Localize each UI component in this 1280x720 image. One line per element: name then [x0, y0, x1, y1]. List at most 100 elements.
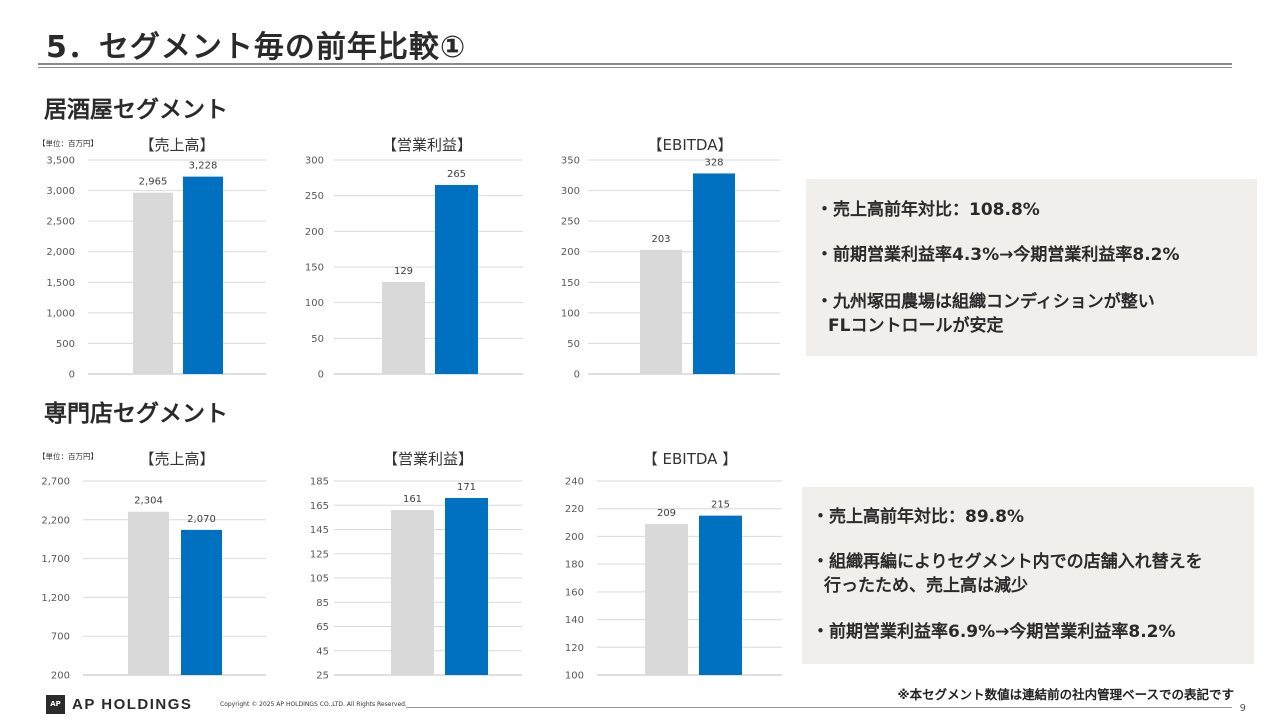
y-tick-label: 50 [311, 334, 324, 345]
logo-mark-icon: AP [46, 695, 65, 714]
bar-current [445, 498, 488, 675]
y-tick-label: 65 [316, 622, 329, 633]
bar-previous [391, 510, 434, 675]
y-tick-label: 240 [565, 477, 584, 488]
notes-box-izakaya: ・売上高前年対比：108.8% ・前期営業利益率4.3%→今期営業利益率8.2%… [806, 179, 1257, 356]
title-divider [38, 63, 1232, 65]
note-line-cont: 行ったため、売上高は減少 [812, 574, 1246, 598]
chart-title: 【売上高】 [139, 450, 214, 468]
data-label: 328 [704, 157, 723, 168]
logo-text: AP HOLDINGS [72, 696, 192, 713]
y-tick-label: 105 [310, 574, 329, 585]
y-tick-label: 2,500 [46, 217, 75, 228]
chart-specialty-operating-profit: 【営業利益】 25 45 65 85 105 125 145 165 185 161 171 [270, 444, 540, 689]
y-tick-label: 165 [310, 501, 329, 512]
data-label: 2,965 [139, 177, 168, 188]
y-tick-label: 2,000 [46, 247, 75, 258]
y-tick-label: 1,200 [41, 593, 70, 604]
y-tick-label: 0 [574, 370, 580, 381]
y-tick-label: 700 [51, 632, 70, 643]
y-tick-label: 120 [565, 643, 584, 654]
bar-current [181, 530, 222, 675]
section-title-izakaya: 居酒屋セグメント [44, 90, 228, 124]
y-tick-label: 160 [565, 587, 584, 598]
note-item: ・組織再編によりセグメント内での店舗入れ替えを 行ったため、売上高は減少 [812, 550, 1246, 598]
y-tick-label: 100 [305, 298, 324, 309]
bar-previous [133, 193, 173, 374]
y-tick-label: 300 [305, 156, 324, 167]
note-line: ・九州塚田農場は組織コンディションが整い [816, 292, 1155, 312]
chart-title: 【売上高】 [139, 136, 214, 154]
data-label: 3,228 [189, 161, 218, 172]
copyright: Copyright © 2025 AP HOLDINGS CO.,LTD. Al… [220, 701, 407, 708]
y-tick-label: 150 [561, 278, 580, 289]
y-tick-label: 300 [561, 186, 580, 197]
y-tick-label: 200 [305, 227, 324, 238]
data-label: 209 [657, 508, 676, 519]
y-tick-label: 25 [316, 671, 329, 682]
y-tick-label: 140 [565, 615, 584, 626]
chart-izakaya-ebitda: 【EBITDA】 0 50 100 150 200 250 300 350 203 328 [530, 130, 800, 385]
note-item: ・売上高前年対比：89.8% [812, 505, 1246, 529]
y-tick-label: 500 [56, 339, 75, 350]
note-item: ・前期営業利益率6.9%→今期営業利益率8.2% [812, 620, 1246, 644]
y-tick-label: 200 [565, 532, 584, 543]
y-tick-label: 0 [318, 370, 324, 381]
y-tick-label: 0 [69, 370, 75, 381]
y-tick-label: 200 [51, 671, 70, 682]
data-label: 203 [651, 234, 670, 245]
y-tick-label: 45 [316, 646, 329, 657]
bar-current [693, 173, 735, 374]
footnote: ※本セグメント数値は連結前の社内管理ベースでの表記です [897, 684, 1234, 703]
bar-previous [640, 250, 682, 374]
chart-title: 【EBITDA】 [648, 136, 733, 154]
y-tick-label: 250 [561, 217, 580, 228]
page-title: 5．セグメント毎の前年比較① [46, 22, 466, 66]
data-label: 129 [394, 266, 413, 277]
y-tick-label: 250 [305, 191, 324, 202]
title-divider-thin [38, 67, 1232, 68]
note-item: ・前期営業利益率4.3%→今期営業利益率8.2% [816, 243, 1249, 267]
data-label: 171 [457, 482, 476, 493]
data-label: 2,070 [187, 514, 216, 525]
y-tick-label: 2,200 [41, 515, 70, 526]
data-label: 265 [447, 169, 466, 180]
note-line: ・組織再編によりセグメント内での店舗入れ替えを [812, 552, 1203, 572]
company-logo: AP AP HOLDINGS [46, 694, 192, 714]
y-tick-label: 100 [561, 308, 580, 319]
y-tick-label: 1,000 [46, 308, 75, 319]
y-tick-label: 350 [561, 156, 580, 167]
bar-previous [128, 512, 169, 675]
y-tick-label: 2,700 [41, 477, 70, 488]
y-tick-label: 3,500 [46, 156, 75, 167]
bar-current [699, 516, 742, 675]
y-tick-label: 220 [565, 504, 584, 515]
y-tick-label: 3,000 [46, 186, 75, 197]
y-tick-label: 145 [310, 525, 329, 536]
y-tick-label: 150 [305, 263, 324, 274]
y-tick-label: 50 [567, 339, 580, 350]
section-title-specialty: 専門店セグメント [44, 394, 228, 428]
chart-izakaya-sales: 【売上高】 0 500 1,000 1,500 2,000 2,500 3,000 3,500 2… [0, 130, 290, 385]
y-tick-label: 85 [316, 598, 329, 609]
note-line-cont: FLコントロールが安定 [816, 314, 1249, 338]
y-tick-label: 125 [310, 549, 329, 560]
bar-previous [382, 282, 425, 374]
chart-title: 【 EBITDA 】 [643, 450, 737, 468]
page-number: 9 [1240, 703, 1246, 714]
footer-divider [406, 707, 1232, 708]
notes-box-specialty: ・売上高前年対比：89.8% ・組織再編によりセグメント内での店舗入れ替えを 行… [802, 487, 1254, 664]
chart-title: 【営業利益】 [382, 136, 472, 154]
y-tick-label: 1,500 [46, 278, 75, 289]
y-tick-label: 100 [565, 671, 584, 682]
data-label: 2,304 [134, 496, 163, 507]
data-label: 215 [711, 500, 730, 511]
chart-specialty-ebitda: 【 EBITDA 】 100 120 140 160 180 200 220 240 209 215 [530, 444, 800, 689]
note-item: ・九州塚田農場は組織コンディションが整い FLコントロールが安定 [816, 290, 1249, 338]
chart-title: 【営業利益】 [383, 450, 473, 468]
bar-current [435, 185, 478, 374]
data-label: 161 [403, 494, 422, 505]
y-tick-label: 1,700 [41, 554, 70, 565]
note-item: ・売上高前年対比：108.8% [816, 198, 1249, 222]
y-tick-label: 180 [565, 560, 584, 571]
